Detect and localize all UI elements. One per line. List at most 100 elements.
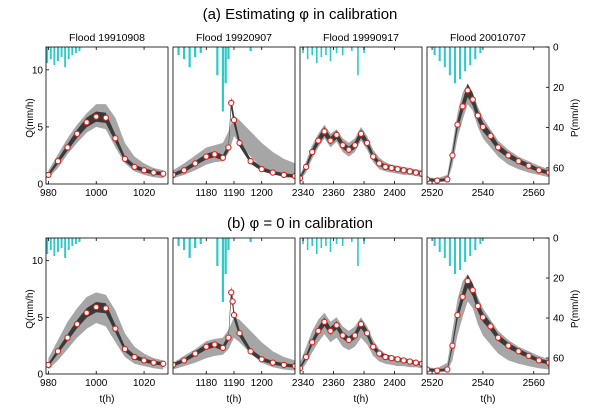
row-a-ylabel-right: P(mm/h) [570,99,581,137]
rain-bar [60,47,63,58]
rain-bar [60,238,63,248]
rain-bar [329,47,332,62]
observed-point [258,166,265,173]
plot-area [427,47,549,184]
observed-point [302,163,310,171]
observed-point [459,103,466,110]
observed-point [219,344,227,352]
y-tick-label: 0 [37,370,43,381]
observed-point [300,175,304,182]
rain-bar [351,238,353,242]
rain-bar [320,47,323,58]
rain-bar [216,47,219,76]
rain-bar [199,47,202,54]
observed-point [505,342,512,349]
observed-point [140,357,148,364]
rain-bar [67,47,70,60]
plot-area [46,47,167,179]
rain-bar [363,47,365,54]
observed-point [321,128,328,135]
rain-bar [311,47,313,56]
panel-a4: 2520 2540 2560 0 20 40 60 Flood 20010707 [421,32,565,199]
observed-point [363,139,371,147]
panel-title: Flood 20010707 [450,32,526,44]
y2-tick-label: 20 [553,83,565,94]
panel-frame [45,237,169,375]
rain-bar [311,238,313,246]
observed-point [180,357,188,364]
x-tick-label: 2520 [421,188,444,199]
observed-point [535,357,542,364]
observed-point [382,163,389,171]
uncertainty-band-outer [48,104,164,179]
rain-bar [224,47,227,84]
rain-bar [479,47,482,54]
rain-bar [67,238,70,250]
observed-point [131,353,138,361]
observed-point [225,144,232,151]
x-tick-label: 2560 [523,378,546,389]
rain-bar [74,47,77,54]
x-tick-label: 2380 [353,188,376,199]
rain-bar [53,238,56,256]
observed-point [236,139,243,147]
rain-bar [306,238,309,250]
rain-bar [448,238,451,266]
observed-point [400,357,407,364]
rain-bar [464,238,467,262]
observed-point [230,116,238,124]
x-tick-label: 1190 [223,188,245,199]
observed-point [150,359,157,366]
x-tick-label: 980 [40,378,57,389]
observed-point [327,327,334,335]
x-tick-label: 2360 [322,378,345,389]
x-tick-label: 2400 [383,188,406,199]
rain-bar [448,47,451,76]
observed-point [93,113,100,120]
observed-point [121,155,129,163]
y2-tick-label: 60 [553,354,565,365]
observed-point [64,334,71,341]
rain-bar [194,238,197,248]
observed-point [505,152,512,159]
rain-bar [325,47,327,56]
row-b-title: (b) φ = 0 in calibration [227,215,373,232]
observed-point [487,323,494,330]
observed-point [228,99,235,107]
rain-bar [177,238,180,246]
rain-bar [335,47,338,54]
x-tick-label: 1000 [85,188,108,199]
observed-point [46,361,52,369]
observed-point [269,169,276,176]
panel-b1: 980 1000 1020 0 5 10 t(h) [32,237,169,405]
observed-point [444,176,451,183]
observed-point [180,167,188,174]
row-b-ylabel-left: Q(mm/h) [25,289,36,328]
observed-point [376,350,383,357]
observed-point [140,167,148,174]
observed-point [309,148,316,156]
observed-point [160,170,167,177]
observed-point [112,135,119,142]
y-tick-label: 10 [32,256,44,267]
rain-bar [443,47,446,68]
rain-bar [302,47,304,54]
x-tick-label: 1200 [251,188,274,199]
rain-bar [438,47,441,62]
observed-point [454,311,461,319]
rain-bar [188,238,191,258]
rain-bar [227,238,230,250]
rain-bar [315,47,318,64]
observed-point [327,137,334,144]
rain-bar [182,47,186,60]
observed-point [230,311,238,319]
rain-bar [306,47,309,60]
rain-bar [320,238,323,248]
panel-a1: 980 1000 1020 0 5 10 Flood 19910908 [32,32,169,199]
x-tick-label: 1180 [196,378,218,389]
observed-point [545,169,549,176]
rain-bar [57,238,59,252]
observed-point [203,153,210,160]
rain-bar [49,238,52,250]
observed-point [345,146,352,153]
